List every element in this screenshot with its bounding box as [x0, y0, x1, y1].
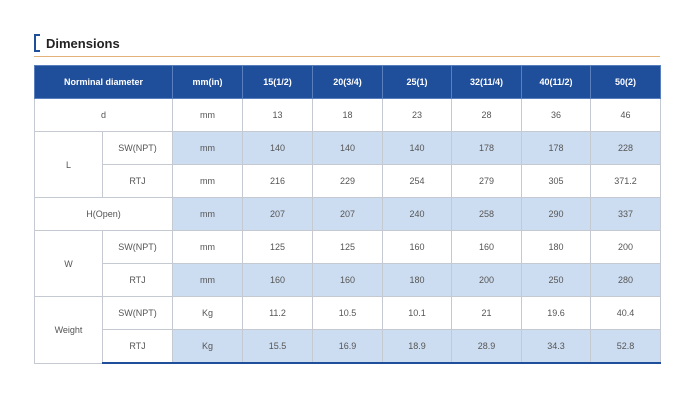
- table-row: L SW(NPT) mm 140 140 140 178 178 228: [34, 131, 661, 198]
- cell-value: 125: [312, 230, 383, 264]
- row-unit: Kg: [172, 296, 243, 330]
- cell-value: 140: [312, 131, 383, 165]
- row-label: d: [34, 98, 173, 132]
- header-size: 50(2): [590, 65, 661, 99]
- cell-value: 207: [242, 197, 313, 231]
- cell-value: 180: [382, 263, 452, 297]
- table-row: W SW(NPT) mm 125 125 160 160 180 200: [34, 230, 661, 297]
- row-sublabel: RTJ: [102, 329, 173, 364]
- header-size: 32(11/4): [451, 65, 522, 99]
- bracket-icon: [34, 34, 40, 52]
- cell-value: 34.3: [521, 329, 591, 364]
- cell-value: 371.2: [590, 164, 661, 198]
- cell-value: 254: [382, 164, 452, 198]
- row-unit: mm: [172, 164, 243, 198]
- cell-value: 200: [451, 263, 522, 297]
- row-unit: mm: [172, 98, 243, 132]
- cell-value: 19.6: [521, 296, 591, 330]
- cell-value: 180: [521, 230, 591, 264]
- row-sublabel: RTJ: [102, 263, 173, 297]
- dimensions-table: Norminal diameter mm(in) 15(1/2) 20(3/4)…: [34, 65, 661, 364]
- cell-value: 18.9: [382, 329, 452, 364]
- cell-value: 46: [590, 98, 661, 132]
- cell-value: 23: [382, 98, 452, 132]
- section-header: Dimensions: [34, 30, 660, 57]
- cell-value: 160: [382, 230, 452, 264]
- header-size: 25(1): [382, 65, 452, 99]
- cell-value: 15.5: [242, 329, 313, 364]
- cell-value: 140: [242, 131, 313, 165]
- cell-value: 160: [312, 263, 383, 297]
- row-group-label: Weight: [34, 296, 103, 364]
- table-row: RTJ mm 216 229 254 279 305 371.2: [35, 164, 661, 198]
- cell-value: 228: [590, 131, 661, 165]
- row-unit: mm: [172, 263, 243, 297]
- header-unit: mm(in): [172, 65, 243, 99]
- cell-value: 258: [451, 197, 522, 231]
- cell-value: 10.1: [382, 296, 452, 330]
- cell-value: 140: [382, 131, 452, 165]
- cell-value: 229: [312, 164, 383, 198]
- cell-value: 279: [451, 164, 522, 198]
- cell-value: 160: [451, 230, 522, 264]
- table-row: H(Open) mm 207 207 240 258 290 337: [34, 197, 661, 231]
- cell-value: 280: [590, 263, 661, 297]
- cell-value: 36: [521, 98, 591, 132]
- cell-value: 160: [242, 263, 313, 297]
- row-label: H(Open): [34, 197, 173, 231]
- header-nominal-diameter: Norminal diameter: [34, 65, 173, 99]
- cell-value: 52.8: [590, 329, 661, 364]
- cell-value: 16.9: [312, 329, 383, 364]
- row-sublabel: SW(NPT): [102, 131, 173, 165]
- cell-value: 178: [521, 131, 591, 165]
- cell-value: 10.5: [312, 296, 383, 330]
- header-size: 15(1/2): [242, 65, 313, 99]
- cell-value: 178: [451, 131, 522, 165]
- cell-value: 40.4: [590, 296, 661, 330]
- cell-value: 13: [242, 98, 313, 132]
- row-group-label: W: [34, 230, 103, 297]
- cell-value: 125: [242, 230, 313, 264]
- cell-value: 21: [451, 296, 522, 330]
- cell-value: 290: [521, 197, 591, 231]
- cell-value: 28.9: [451, 329, 522, 364]
- table-row: RTJ Kg 15.5 16.9 18.9 28.9 34.3 52.8: [35, 329, 661, 364]
- row-sublabel: SW(NPT): [102, 230, 173, 264]
- row-unit: Kg: [172, 329, 243, 364]
- row-unit: mm: [172, 230, 243, 264]
- row-unit: mm: [172, 197, 243, 231]
- cell-value: 28: [451, 98, 522, 132]
- row-unit: mm: [172, 131, 243, 165]
- cell-value: 18: [312, 98, 383, 132]
- cell-value: 11.2: [242, 296, 313, 330]
- table-row: d mm 13 18 23 28 36 46: [34, 98, 661, 132]
- cell-value: 305: [521, 164, 591, 198]
- row-group-label: L: [34, 131, 103, 198]
- table-row: RTJ mm 160 160 180 200 250 280: [35, 263, 661, 297]
- cell-value: 337: [590, 197, 661, 231]
- section-title: Dimensions: [46, 36, 120, 51]
- cell-value: 207: [312, 197, 383, 231]
- row-sublabel: RTJ: [102, 164, 173, 198]
- cell-value: 216: [242, 164, 313, 198]
- header-size: 40(11/2): [521, 65, 591, 99]
- row-sublabel: SW(NPT): [102, 296, 173, 330]
- table-row: Weight SW(NPT) Kg 11.2 10.5 10.1 21 19.6…: [34, 296, 661, 364]
- cell-value: 200: [590, 230, 661, 264]
- cell-value: 250: [521, 263, 591, 297]
- header-row: Norminal diameter mm(in) 15(1/2) 20(3/4)…: [34, 65, 661, 99]
- header-size: 20(3/4): [312, 65, 383, 99]
- cell-value: 240: [382, 197, 452, 231]
